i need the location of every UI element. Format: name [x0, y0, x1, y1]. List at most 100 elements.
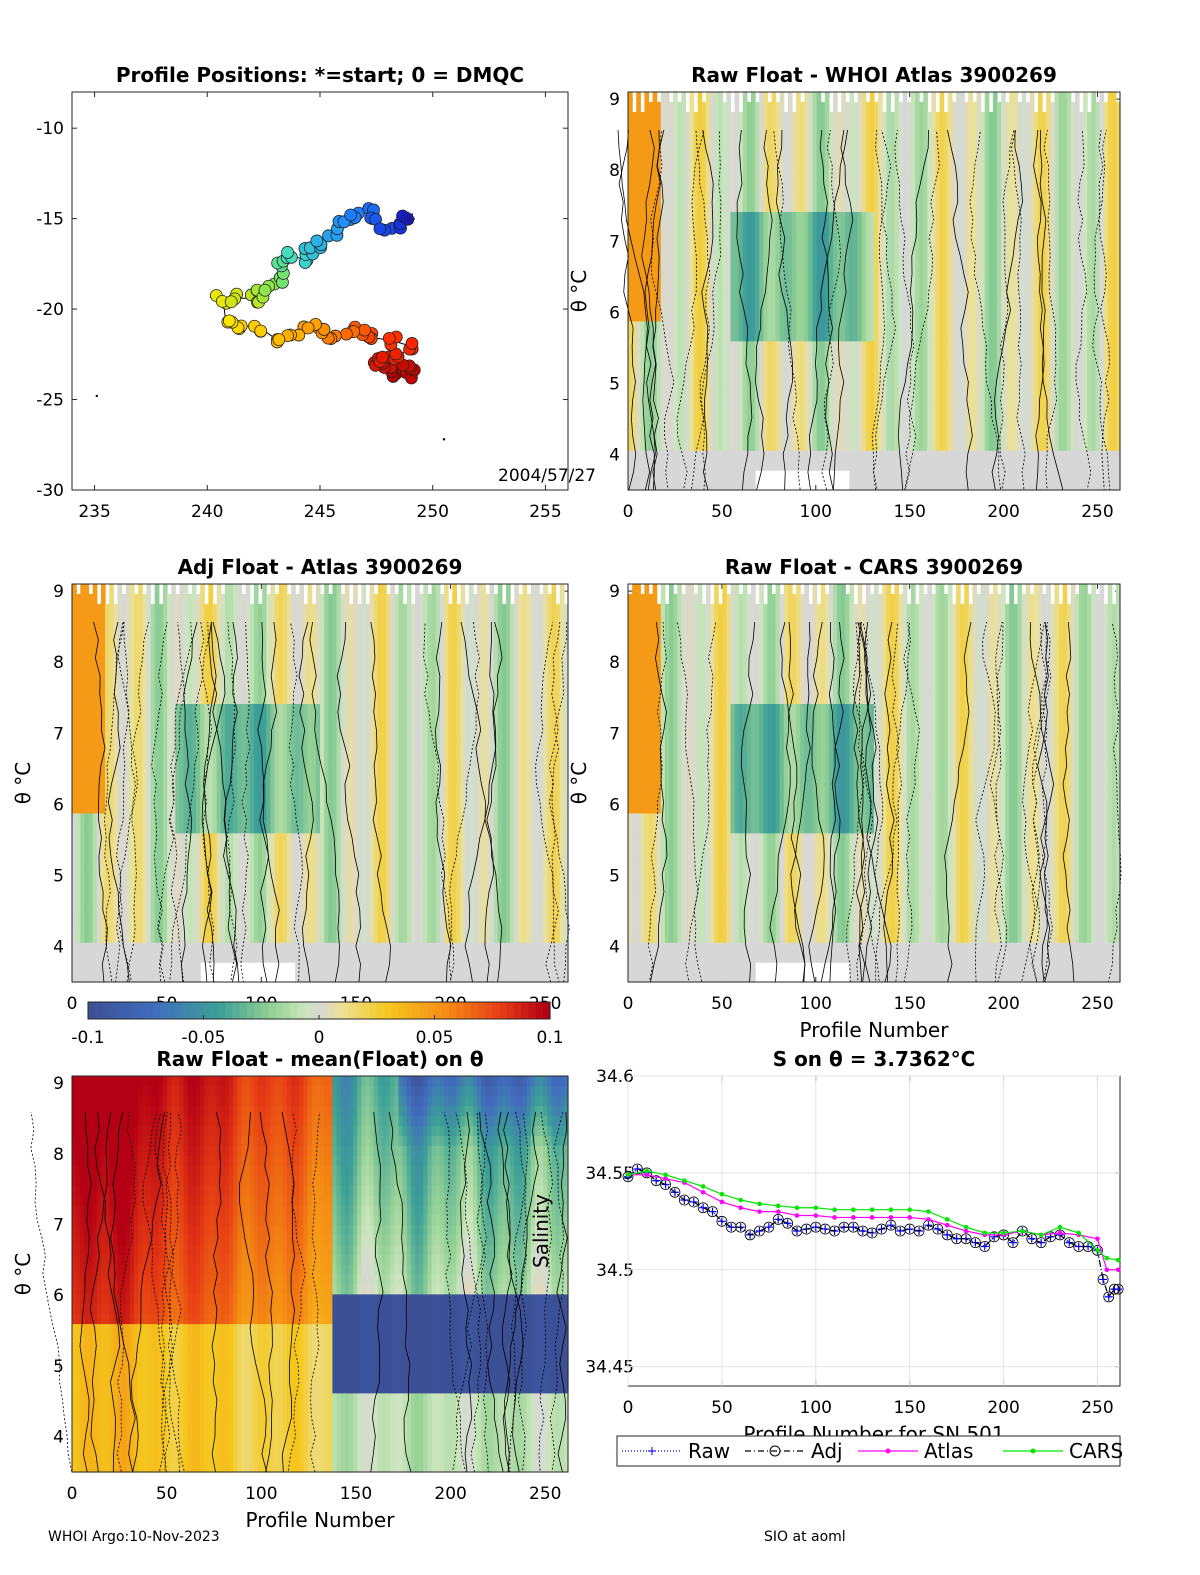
- data-point: [952, 1234, 961, 1243]
- date-label: 2004/57/27: [498, 466, 596, 486]
- colorbar-segment: [254, 1002, 262, 1019]
- y-tick-label: 9: [53, 582, 64, 602]
- series-adj: [622, 1163, 1124, 1303]
- data-point: [970, 1237, 981, 1249]
- data-point: [932, 1223, 944, 1235]
- data-point: [926, 1209, 931, 1214]
- data-point: [1073, 1241, 1085, 1252]
- data-point: [1097, 1274, 1109, 1285]
- colorbar-segment: [124, 1002, 132, 1019]
- profile-marker: [281, 246, 294, 259]
- legend-label: Atlas: [924, 1439, 973, 1463]
- colorbar-segment: [535, 1002, 544, 1019]
- y-tick-label: -30: [36, 481, 64, 501]
- data-point: [866, 1227, 878, 1239]
- colorbar-segment: [376, 1002, 385, 1019]
- colorbar-tick-label: 0.1: [536, 1028, 563, 1048]
- y-tick-label: 9: [609, 582, 620, 602]
- data-point: [832, 1215, 837, 1220]
- data-point: [1115, 1257, 1121, 1263]
- colorbar-tick-label: -0.05: [182, 1028, 226, 1048]
- data-point: [1103, 1291, 1115, 1303]
- data-point: [631, 1163, 643, 1175]
- x-tick-label: 0: [623, 1398, 634, 1418]
- x-tick-label: 200: [434, 1484, 466, 1504]
- data-point: [1057, 1224, 1063, 1230]
- y-tick-label: 5: [53, 1357, 64, 1377]
- colorbar-segment: [297, 1002, 306, 1019]
- data-point: [719, 1191, 725, 1197]
- colorbar-segment: [290, 1002, 298, 1019]
- stray-point: [95, 394, 99, 398]
- data-point: [644, 1168, 650, 1174]
- y-axis-label: θ °C: [11, 762, 35, 805]
- y-tick-label: 5: [609, 866, 620, 886]
- colorbar-segment: [362, 1002, 371, 1019]
- profile-marker: [358, 323, 372, 337]
- legend-marker: [648, 1447, 656, 1455]
- colorbar-segment: [246, 1002, 255, 1019]
- y-tick-label: -25: [36, 391, 64, 411]
- x-tick-label: 150: [893, 502, 925, 522]
- colorbar-segment: [326, 1002, 335, 1019]
- colorbar-segment: [434, 1002, 443, 1019]
- data-point: [1108, 1283, 1120, 1295]
- y-axis-label: θ °C: [11, 1253, 35, 1296]
- data-point: [700, 1189, 706, 1195]
- data-point: [744, 1229, 756, 1241]
- data-point: [1115, 1267, 1121, 1273]
- data-point: [775, 1209, 781, 1214]
- data-point: [941, 1229, 953, 1241]
- chart-title: Raw Float - mean(Float) on θ: [156, 1047, 483, 1071]
- y-tick-label: -15: [36, 210, 64, 230]
- profile-marker: [254, 324, 268, 338]
- axes-frame: [627, 1075, 1121, 1387]
- y-tick-label: 8: [609, 161, 620, 181]
- colorbar-segment: [340, 1002, 349, 1019]
- colorbar-segment: [506, 1002, 515, 1019]
- colorbar-segment: [138, 1002, 147, 1019]
- data-point: [851, 1215, 856, 1220]
- colorbar-segment: [275, 1002, 284, 1019]
- series-cars: [625, 1168, 1121, 1263]
- colorbar-segment: [217, 1002, 226, 1019]
- data-point: [982, 1230, 988, 1236]
- series-line: [628, 1174, 1119, 1271]
- colorbar-segment: [225, 1002, 233, 1019]
- data-point: [1035, 1237, 1047, 1249]
- colorbar-segment: [210, 1002, 219, 1019]
- axes-6: 0 50 100 150 200 250 34.45 34.5 34.55 34.6 S on θ …: [529, 1047, 1124, 1446]
- axes-0: 235 240 245 250 255 -10 -15 -20 -25 -30 Profile Po…: [36, 63, 596, 522]
- axes-1: 0 50 100 150 200 250 4 5 6 7 8 9 Raw Float - WHOI At…: [567, 63, 1121, 522]
- data-point: [738, 1197, 743, 1203]
- legend-marker: [885, 1448, 891, 1454]
- y-tick-label: 7: [609, 724, 620, 744]
- data-point: [1026, 1233, 1038, 1245]
- colorbar-segment: [492, 1002, 501, 1019]
- data-point: [876, 1223, 887, 1235]
- x-tick-label: 50: [711, 502, 733, 522]
- data-point: [700, 1184, 706, 1189]
- contour-lines: [30, 1111, 568, 1473]
- y-tick-label: 8: [53, 1145, 64, 1165]
- colorbar-segment: [412, 1002, 421, 1019]
- y-tick-label: 6: [53, 1286, 64, 1306]
- colorbar-segment: [333, 1002, 342, 1019]
- data-point: [1104, 1255, 1110, 1261]
- x-tick-label: 245: [304, 502, 336, 522]
- colorbar-segment: [304, 1002, 313, 1019]
- y-tick-label: 34.45: [585, 1358, 634, 1378]
- colorbar-segment: [268, 1002, 277, 1019]
- data-point: [869, 1207, 875, 1212]
- colorbar-segment: [239, 1002, 248, 1019]
- data-point: [641, 1167, 653, 1179]
- legend: Raw Adj Atlas CARS: [616, 1435, 1123, 1467]
- data-point: [963, 1228, 969, 1234]
- data-point: [775, 1203, 781, 1209]
- colorbar-segment: [102, 1002, 111, 1019]
- colorbar-tick-label: 0.05: [416, 1028, 454, 1048]
- data-point: [707, 1206, 718, 1218]
- data-point: [813, 1205, 819, 1211]
- x-tick-label: 200: [987, 502, 1019, 522]
- data-point: [849, 1223, 858, 1232]
